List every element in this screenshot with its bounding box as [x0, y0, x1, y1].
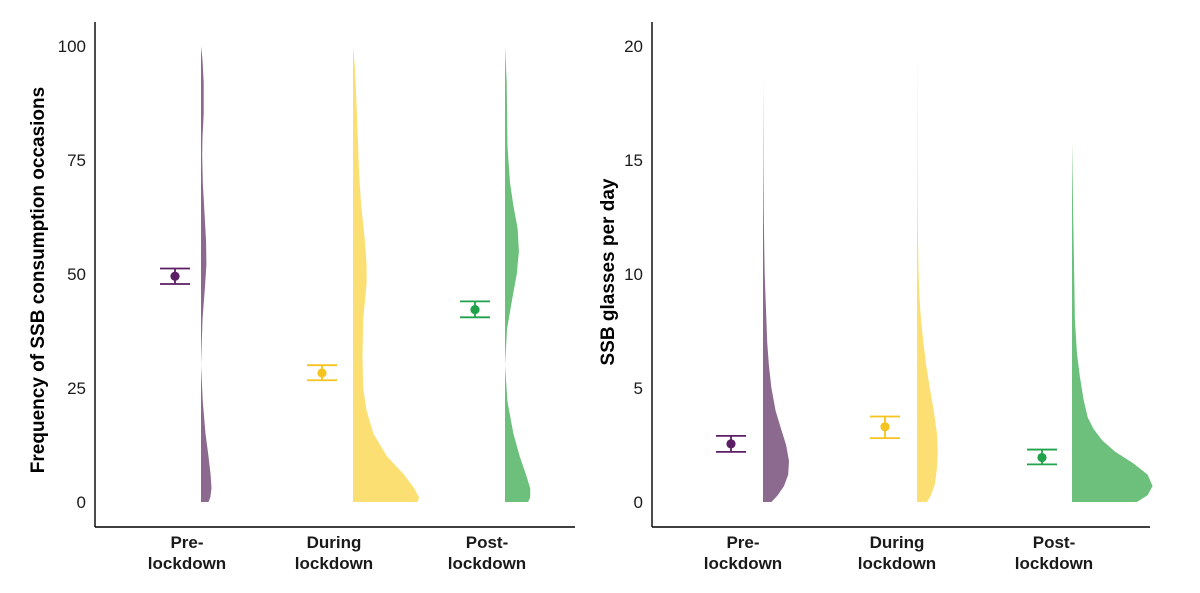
x-category-label-line: lockdown: [448, 554, 526, 573]
x-category-label-line: Post-: [1033, 533, 1076, 552]
x-category-label-line: lockdown: [295, 554, 373, 573]
half-violin-pre: [763, 80, 789, 502]
x-category-label: Pre-lockdown: [148, 533, 226, 573]
y-tick-label: 20: [624, 37, 643, 56]
y-tick-label: 50: [67, 265, 86, 284]
mean-point-pre: [170, 271, 180, 281]
mean-point-post: [1037, 452, 1047, 463]
x-category-label: During lockdown: [858, 533, 936, 573]
y-tick-label: 25: [67, 379, 86, 398]
x-category-label-line: Post-: [466, 533, 509, 552]
y-tick-label: 0: [77, 493, 86, 512]
x-category-label-line: During: [307, 533, 362, 552]
x-category-label-line: lockdown: [704, 554, 782, 573]
half-violin-pre: [201, 46, 212, 502]
mean-point-during: [880, 422, 890, 432]
x-category-label-line: Pre-: [170, 533, 203, 552]
y-axis-label: Frequency of SSB consumption occasions: [28, 87, 49, 473]
half-violin-post: [1072, 141, 1153, 503]
y-axis-label: SSB glasses per day: [598, 178, 619, 365]
y-tick-label: 0: [634, 493, 643, 512]
half-violin-during: [917, 46, 938, 502]
y-tick-label: 15: [624, 151, 643, 170]
x-category-label-line: lockdown: [858, 554, 936, 573]
x-category-label-line: Pre-: [726, 533, 759, 552]
x-category-label: Post-lockdown: [448, 533, 526, 573]
mean-point-during: [317, 368, 327, 378]
x-category-label-line: During: [870, 533, 925, 552]
y-tick-label: 100: [58, 37, 86, 56]
y-tick-label: 5: [634, 379, 643, 398]
x-category-label-line: lockdown: [1015, 554, 1093, 573]
x-category-label-line: lockdown: [148, 554, 226, 573]
y-tick-label: 10: [624, 265, 643, 284]
chart-panel-1: 0 25 50 75 100 Frequency of SSB consumption o…: [28, 22, 575, 573]
half-violin-post: [505, 46, 531, 502]
half-violin-during: [353, 46, 419, 502]
x-category-label: During lockdown: [295, 533, 373, 573]
mean-point-post: [470, 304, 480, 315]
x-category-label: Post-lockdown: [1015, 533, 1093, 573]
x-category-label: Pre-lockdown: [704, 533, 782, 573]
mean-point-pre: [726, 439, 736, 449]
y-tick-label: 75: [67, 151, 86, 170]
